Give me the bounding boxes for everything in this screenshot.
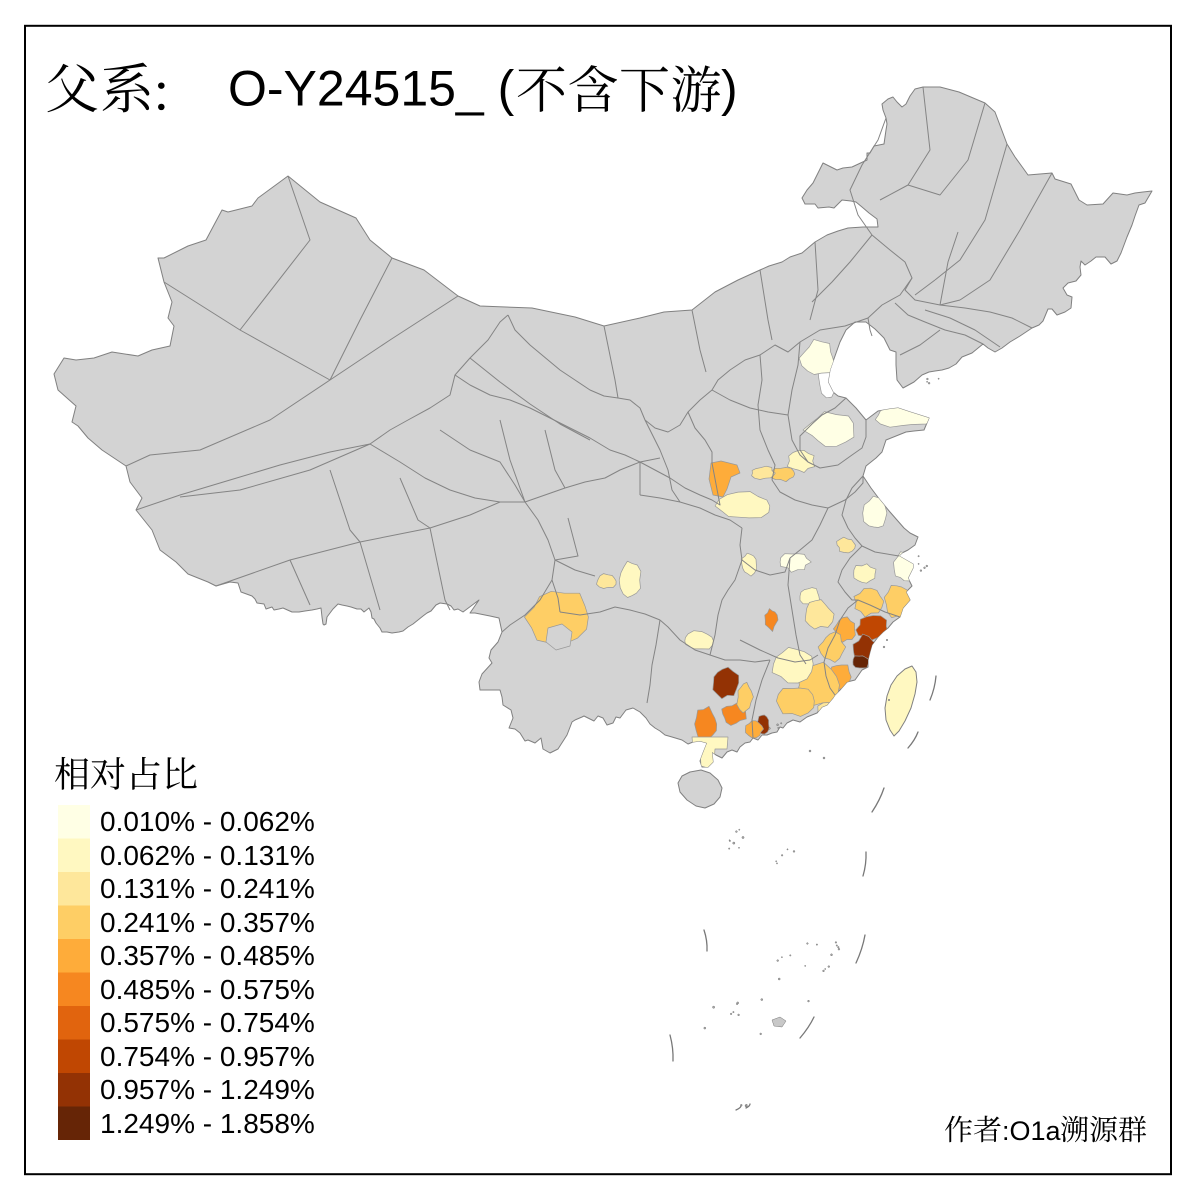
svg-text:0.131% - 0.241%: 0.131% - 0.241% <box>100 873 315 904</box>
svg-text:0.957% - 1.249%: 0.957% - 1.249% <box>100 1074 315 1105</box>
svg-text::O1a: :O1a <box>1002 1116 1062 1146</box>
svg-text:): ) <box>721 61 738 117</box>
svg-text:0.575% - 0.754%: 0.575% - 0.754% <box>100 1007 315 1038</box>
svg-text:0.010% - 0.062%: 0.010% - 0.062% <box>100 806 315 837</box>
svg-text:0.754% - 0.957%: 0.754% - 0.957% <box>100 1041 315 1072</box>
svg-text:O-Y24515_ (: O-Y24515_ ( <box>228 61 515 117</box>
svg-text:0.241% - 0.357%: 0.241% - 0.357% <box>100 907 315 938</box>
svg-text:0.357% - 0.485%: 0.357% - 0.485% <box>100 940 315 971</box>
svg-text:0.062% - 0.131%: 0.062% - 0.131% <box>100 840 315 871</box>
svg-text:1.249% - 1.858%: 1.249% - 1.858% <box>100 1108 315 1139</box>
svg-text:0.485% - 0.575%: 0.485% - 0.575% <box>100 974 315 1005</box>
